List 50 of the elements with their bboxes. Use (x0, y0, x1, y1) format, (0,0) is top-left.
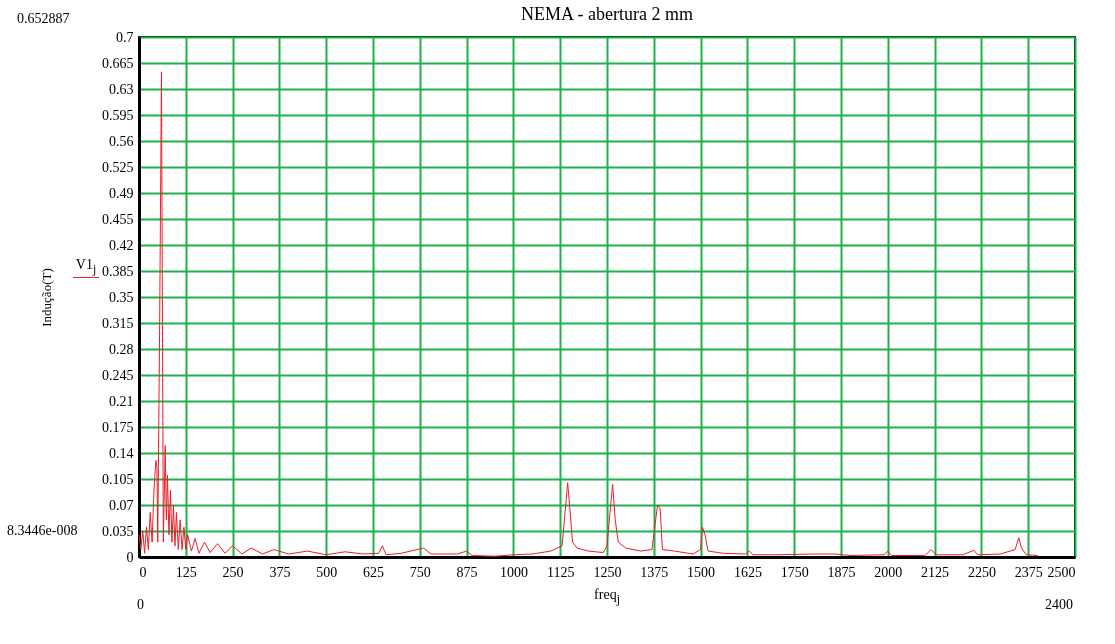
y-tick-label: 0.21 (109, 393, 134, 409)
x-tick-label: 375 (269, 564, 291, 580)
y-tick-label: 0.63 (109, 81, 134, 97)
y-tick-label: 0.595 (102, 107, 134, 123)
y-tick-label: 0 (126, 549, 134, 565)
x-tick-label: 2500 (1047, 564, 1076, 580)
x-tick-label: 625 (363, 564, 384, 580)
x-tick-label: 250 (222, 564, 244, 580)
x-tick-label: 1375 (640, 564, 669, 580)
x-tick-label: 2000 (874, 564, 903, 580)
x-tick-label: 1875 (827, 564, 856, 580)
y-tick-label: 0.42 (109, 237, 134, 253)
y-axis-title: Indução(T) (39, 268, 54, 327)
x-tick-label: 2250 (967, 564, 996, 580)
y-tick-label: 0.455 (102, 211, 134, 227)
x-tick-label: 2375 (1014, 564, 1043, 580)
x-tick-label: 1750 (780, 564, 809, 580)
y-tick-label: 0.315 (102, 315, 134, 331)
y-tick-label: 0.35 (109, 289, 134, 305)
x-tick-label: 2125 (921, 564, 950, 580)
x-axis-title: freq$_{j}$ (594, 587, 620, 606)
x-tick-label: 750 (409, 564, 431, 580)
y-tick-label: 0.7 (116, 29, 134, 45)
x-tick-label: 1000 (499, 564, 528, 580)
x-tick-label: 125 (175, 564, 197, 580)
y-tick-label: 0.28 (109, 341, 134, 357)
text: 0.652887 (17, 11, 70, 27)
y-tick-label: 0.56 (109, 133, 134, 149)
x-tick-label: 500 (316, 564, 338, 580)
text: 0 (137, 597, 144, 613)
x-tick-label: 1625 (733, 564, 762, 580)
x-tick-label: 1250 (593, 564, 622, 580)
y-tick-label: 0.245 (102, 367, 134, 383)
chart-title: NEMA - abertura 2 mm (521, 4, 693, 24)
x-tick-label: 0 (139, 564, 147, 580)
y-tick-label: 0.035 (102, 523, 134, 539)
x-tick-label: 1125 (546, 564, 575, 580)
y-tick-label: 0.525 (102, 159, 134, 175)
y-tick-label: 0.385 (102, 263, 134, 279)
y-tick-label: 0.49 (109, 185, 134, 201)
y-tick-label: 0.175 (102, 419, 134, 435)
y-tick-label: 0.14 (109, 445, 134, 461)
text: V1$_{j}$ (74, 257, 98, 278)
x-tick-label: 875 (456, 564, 478, 580)
y-tick-label: 0.105 (102, 471, 134, 487)
text: 8.3446e-008 (7, 523, 78, 539)
y-tick-label: 0.665 (102, 55, 134, 71)
x-tick-label: 1500 (687, 564, 716, 580)
y-tick-label: 0.07 (109, 497, 134, 513)
text: 2400 (1045, 597, 1073, 613)
